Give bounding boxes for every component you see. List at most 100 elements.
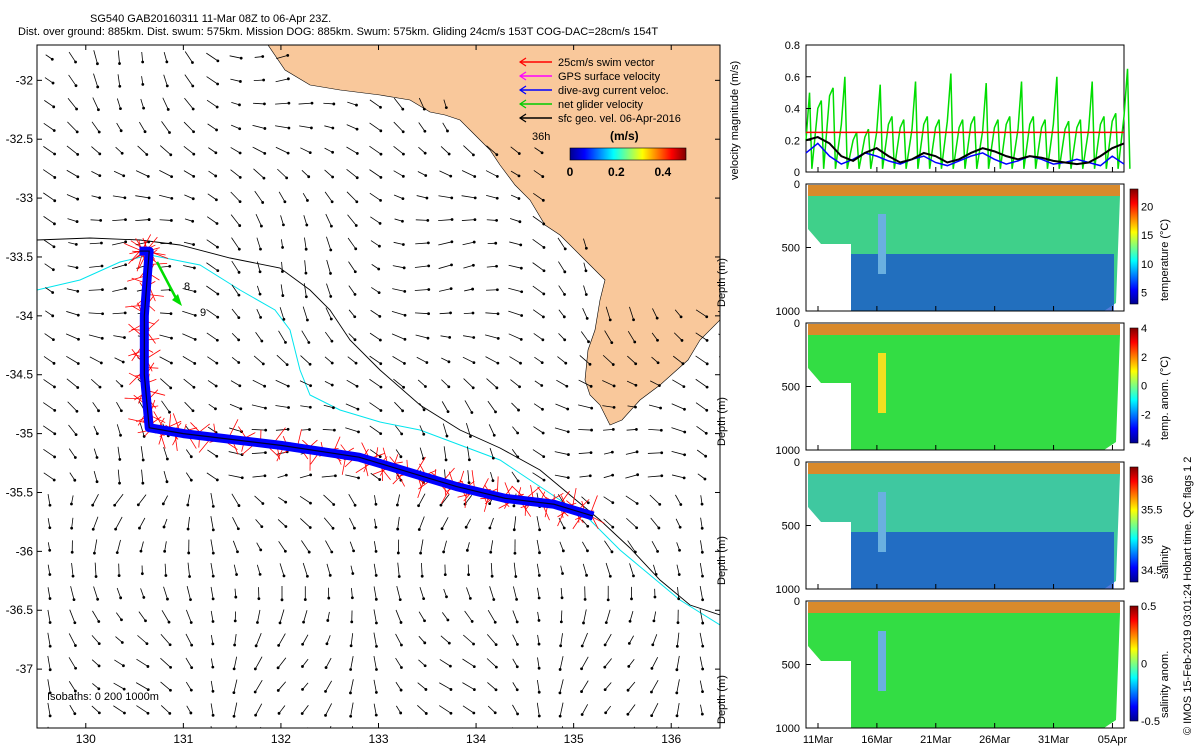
velocity-arrow-head xyxy=(238,127,242,131)
section-colorbar xyxy=(1129,466,1139,583)
velocity-arrow-head xyxy=(657,526,661,530)
velocity-arrow-head xyxy=(53,432,57,436)
velocity-arrow xyxy=(605,562,611,577)
velocity-arrow xyxy=(695,378,708,388)
velocity-arrow xyxy=(302,192,308,201)
velocity-arrow xyxy=(161,610,170,623)
velocity-arrow-head xyxy=(537,642,541,646)
velocity-arrow-head xyxy=(95,456,99,459)
velocity-arrow-head xyxy=(324,666,328,669)
velocity-arrow xyxy=(441,357,450,363)
velocity-arrow-head xyxy=(73,712,77,716)
velocity-arrow xyxy=(397,562,400,577)
velocity-arrow xyxy=(626,380,637,386)
velocity-arrow xyxy=(626,517,637,529)
velocity-arrow xyxy=(231,356,239,363)
velocity-arrow xyxy=(485,334,499,339)
velocity-arrow-head xyxy=(232,691,236,695)
velocity-arrow xyxy=(580,331,589,342)
velocity-arrow xyxy=(326,563,331,576)
velocity-arrow xyxy=(206,76,218,85)
velocity-arrow-head xyxy=(123,711,126,715)
net-velocity-series xyxy=(805,68,1131,169)
velocity-arrow-head xyxy=(403,337,407,341)
velocity-arrow xyxy=(279,609,285,624)
velocity-arrow-head xyxy=(310,126,313,130)
velocity-arrow xyxy=(135,195,150,199)
velocity-arrow xyxy=(206,99,218,108)
velocity-arrow xyxy=(533,170,543,177)
velocity-arrow-head xyxy=(75,107,78,111)
section-y-tick-label: 0 xyxy=(794,457,800,469)
velocity-arrow xyxy=(68,424,77,435)
velocity-arrow xyxy=(279,563,285,576)
velocity-arrow xyxy=(93,73,99,88)
velocity-arrow-head xyxy=(374,549,378,553)
velocity-arrow-head xyxy=(190,666,194,670)
velocity-arrow xyxy=(304,237,307,250)
velocity-arrow-head xyxy=(215,105,219,109)
velocity-arrow-head xyxy=(494,688,498,692)
velocity-arrow-head xyxy=(239,407,243,411)
velocity-arrow-head xyxy=(304,295,308,299)
velocity-arrow-head xyxy=(700,502,704,506)
velocity-arrow-head xyxy=(91,527,95,531)
velocity-arrow-head xyxy=(399,736,402,739)
velocity-arrow xyxy=(210,658,214,668)
velocity-arrow-head xyxy=(146,688,150,691)
velocity-arrow-head xyxy=(611,501,615,505)
velocity-arrow-head xyxy=(675,668,679,672)
velocity-arrow xyxy=(369,122,382,132)
section-field xyxy=(808,335,1120,450)
velocity-arrow xyxy=(182,356,195,364)
velocity-arrow-head xyxy=(140,572,144,576)
velocity-arrow-head xyxy=(97,130,101,134)
velocity-arrow xyxy=(44,77,54,84)
section-deep-water xyxy=(851,532,1114,589)
velocity-arrow xyxy=(719,379,720,380)
land-mass xyxy=(267,45,720,426)
velocity-arrow xyxy=(301,330,310,343)
velocity-arrow xyxy=(302,682,309,690)
velocity-arrow xyxy=(625,495,638,504)
velocity-arrow xyxy=(278,633,286,646)
velocity-arrow xyxy=(160,633,171,646)
velocity-arrow-head xyxy=(236,550,239,554)
velocity-arrow xyxy=(93,586,99,600)
velocity-arrow xyxy=(625,474,638,479)
velocity-arrow-head xyxy=(304,247,308,251)
velocity-arrow-head xyxy=(238,224,242,227)
velocity-arrow-head xyxy=(261,502,265,505)
velocity-arrow-head xyxy=(287,101,291,105)
velocity-arrow-head xyxy=(123,736,126,739)
velocity-arrow-head xyxy=(97,687,101,691)
velocity-arrow xyxy=(396,728,401,737)
velocity-arrow xyxy=(722,635,727,644)
velocity-arrow-head xyxy=(239,56,243,60)
velocity-arrow xyxy=(299,474,311,479)
velocity-arrow-head xyxy=(730,314,733,317)
velocity-arrow-head xyxy=(98,174,102,178)
velocity-arrow xyxy=(347,356,357,364)
velocity-arrow-head xyxy=(285,363,289,367)
velocity-arrow xyxy=(207,123,217,131)
velocity-arrow-head xyxy=(538,551,541,555)
velocity-arrow xyxy=(489,447,494,459)
velocity-arrow xyxy=(554,451,569,455)
velocity-arrow-head xyxy=(426,241,430,245)
velocity-arrow-head xyxy=(98,385,102,389)
velocity-arrow-head xyxy=(585,316,589,320)
velocity-arrow xyxy=(43,402,55,411)
velocity-arrow-head xyxy=(400,432,404,436)
velocity-arrow-head xyxy=(401,409,405,413)
velocity-arrow xyxy=(512,634,518,645)
velocity-arrow-head xyxy=(541,175,545,178)
velocity-arrow xyxy=(604,658,612,668)
velocity-arrow-head xyxy=(680,339,684,342)
lat-tick-label: -36 xyxy=(16,544,34,558)
velocity-arrow xyxy=(160,312,171,315)
velocity-arrow xyxy=(417,682,427,690)
velocity-arrow xyxy=(187,494,191,506)
velocity-arrow-head xyxy=(650,666,654,670)
velocity-arrow-head xyxy=(537,666,541,670)
